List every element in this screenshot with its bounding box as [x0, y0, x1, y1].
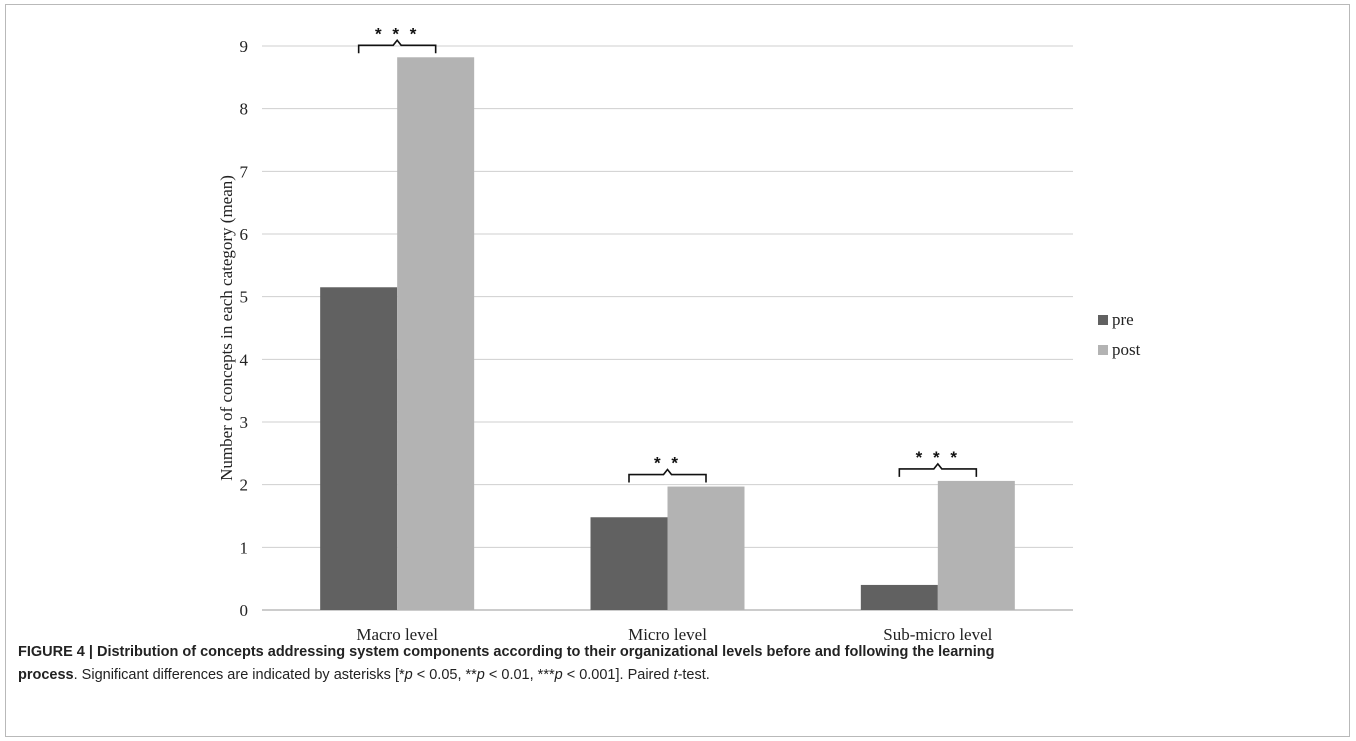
significance-bracket-1 — [628, 468, 707, 483]
legend-label-pre: pre — [1112, 310, 1134, 329]
y-tick-6: 6 — [240, 225, 249, 244]
significance-asterisks-0: * * * — [375, 24, 419, 43]
caption-title: FIGURE 4 | Distribution of concepts addr… — [18, 644, 995, 660]
caption-p-2: p — [476, 667, 485, 683]
y-tick-7: 7 — [240, 162, 249, 181]
y-tick-9: 9 — [240, 37, 249, 56]
caption-text-3: < 0.01, *** — [484, 667, 555, 683]
y-tick-4: 4 — [240, 350, 249, 369]
significance-bracket-0 — [357, 38, 437, 54]
significance-markers: * * * * * * * * — [357, 24, 978, 483]
bar-pre-1 — [590, 517, 668, 610]
y-tick-0: 0 — [240, 601, 249, 620]
caption-t-symbol: t — [673, 667, 678, 683]
bar-pre-0 — [320, 287, 398, 610]
figure-caption: FIGURE 4 | Distribution of concepts addr… — [18, 641, 1338, 687]
caption-process-word: process — [18, 667, 74, 683]
caption-p-1: p — [404, 667, 413, 683]
caption-text-end: -test. — [677, 667, 710, 683]
category-label-1: Micro level — [628, 625, 707, 640]
category-label-2: Sub-micro level — [883, 625, 992, 640]
significance-bracket-2 — [898, 462, 978, 477]
legend-swatch-post — [1098, 345, 1108, 355]
y-axis-label: Number of concepts in each category (mea… — [217, 175, 236, 481]
significance-asterisks-1: * * — [654, 454, 681, 473]
bar-pre-2 — [860, 584, 938, 610]
y-tick-labels: 0 1 2 3 4 5 6 7 8 9 — [240, 37, 249, 620]
bars — [320, 57, 1015, 610]
y-tick-3: 3 — [240, 413, 249, 432]
y-tick-8: 8 — [240, 100, 249, 119]
caption-text-2: < 0.05, ** — [412, 667, 477, 683]
bar-post-1 — [667, 486, 745, 610]
y-tick-2: 2 — [240, 476, 249, 495]
legend-swatch-pre — [1098, 315, 1108, 325]
y-tick-5: 5 — [240, 288, 249, 307]
bar-post-2 — [937, 480, 1015, 610]
figure-frame — [5, 4, 1350, 737]
caption-text-4: < 0.001]. Paired — [562, 667, 674, 683]
legend: pre post — [1098, 310, 1141, 359]
category-labels: Macro level Micro level Sub-micro level — [356, 625, 992, 640]
y-tick-1: 1 — [240, 538, 249, 557]
caption-p-3: p — [554, 667, 563, 683]
significance-asterisks-2: * * * — [916, 448, 960, 467]
bar-chart: 0 1 2 3 4 5 6 7 8 9 * * * * * * * * Macro level Micr… — [217, 24, 1141, 640]
bar-post-0 — [397, 57, 475, 610]
legend-label-post: post — [1112, 340, 1141, 359]
category-label-0: Macro level — [356, 625, 438, 640]
caption-text-1: . Significant differences are indicated … — [73, 667, 405, 683]
